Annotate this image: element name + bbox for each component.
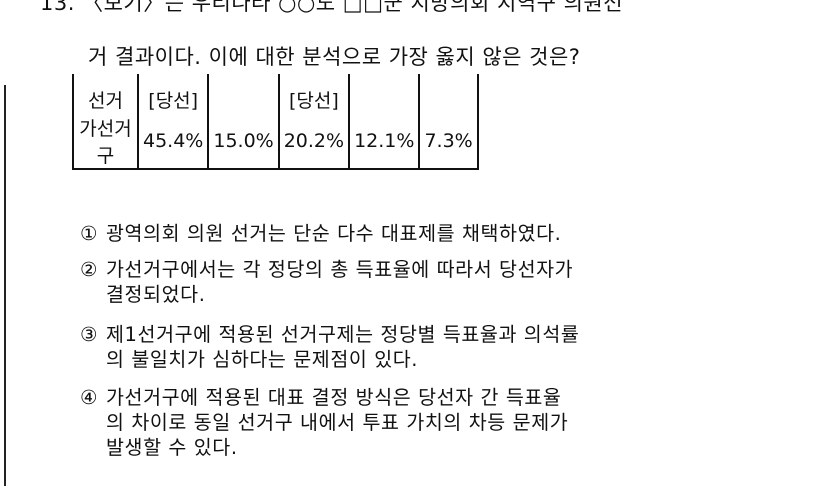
table-cell: [당선] bbox=[136, 84, 210, 114]
table-cell: 15.0% bbox=[207, 114, 280, 170]
option-2[interactable]: ② 가선거구에서는 각 정당의 총 득표율에 따라서 당선자가 bbox=[80, 258, 574, 281]
option-4[interactable]: ④ 가선거구에 적용된 대표 결정 방식은 당선자 간 득표율 bbox=[80, 386, 562, 409]
question-line-1: 13. 〈보기〉는 우리나라 ○○도 □□군 지방의회 지역구 의원선 bbox=[40, 0, 624, 15]
option-1[interactable]: ① 광역의회 의원 선거는 단순 다수 대표제를 채택하였다. bbox=[80, 222, 562, 245]
table-cell: 7.3% bbox=[418, 114, 479, 170]
row-label: 가선거구 bbox=[72, 114, 139, 170]
table-cell bbox=[207, 84, 280, 114]
option-3-cont: 의 불일치가 심하다는 문제점이 있다. bbox=[106, 348, 419, 371]
table-cell bbox=[418, 84, 479, 114]
table-cell bbox=[348, 84, 421, 114]
option-4-cont: 의 차이로 동일 선거구 내에서 투표 가치의 차등 문제가 bbox=[106, 411, 569, 434]
election-results-table: 선거 [당선] [당선] 가선거구 45.4% 15.0% 20.2% 12.1… bbox=[72, 74, 479, 170]
table-row: 선거 [당선] [당선] bbox=[72, 84, 479, 114]
question-line-2: 거 결과이다. 이에 대한 분석으로 가장 옳지 않은 것은? bbox=[88, 45, 581, 69]
option-4-cont: 발생할 수 있다. bbox=[106, 436, 238, 459]
option-3[interactable]: ③ 제1선거구에 적용된 선거구제는 정당별 득표율과 의석률 bbox=[80, 323, 580, 346]
margin-line bbox=[4, 85, 6, 486]
table-row-cut bbox=[72, 74, 479, 84]
row-label: 선거 bbox=[72, 84, 139, 114]
option-2-cont: 결정되었다. bbox=[106, 283, 206, 306]
table-cell: 20.2% bbox=[277, 114, 351, 170]
table-cell: [당선] bbox=[277, 84, 351, 114]
table-cell: 12.1% bbox=[348, 114, 421, 170]
table-cell: 45.4% bbox=[136, 114, 210, 170]
table-row: 가선거구 45.4% 15.0% 20.2% 12.1% 7.3% bbox=[72, 114, 479, 170]
